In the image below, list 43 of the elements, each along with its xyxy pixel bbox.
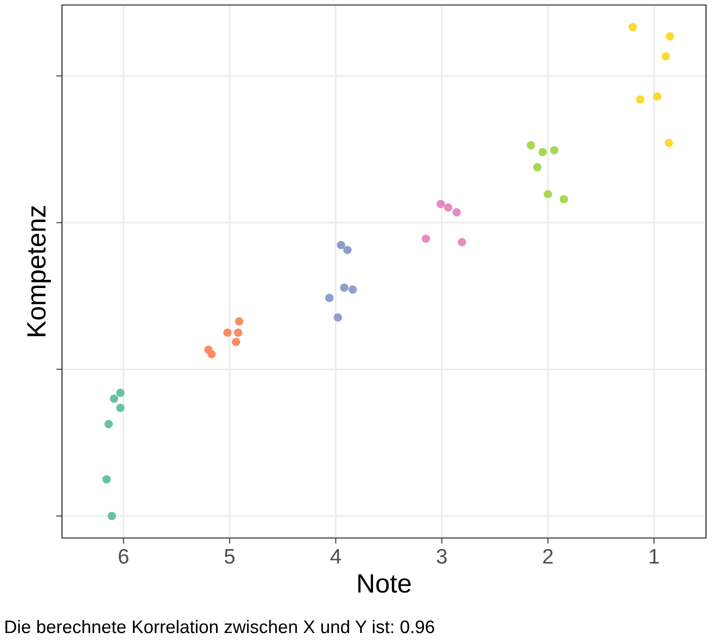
- point: [116, 404, 125, 412]
- point: [235, 317, 244, 326]
- point: [666, 32, 674, 40]
- point: [538, 148, 547, 156]
- point: [340, 283, 348, 292]
- x-tick-label: 1: [650, 549, 659, 564]
- point: [636, 95, 644, 104]
- point: [234, 328, 242, 337]
- x-tick-label: 5: [224, 549, 235, 564]
- point: [458, 238, 466, 246]
- point: [560, 194, 568, 204]
- point: [444, 203, 452, 212]
- point: [662, 52, 670, 61]
- y-axis-title: Kompetenz: [27, 206, 51, 336]
- point: [232, 338, 240, 346]
- point: [544, 190, 552, 198]
- point: [533, 163, 542, 172]
- point: [628, 22, 637, 32]
- point: [436, 200, 445, 208]
- point: [348, 285, 357, 294]
- point: [422, 234, 430, 243]
- point: [343, 246, 352, 254]
- x-tick-label: 4: [330, 549, 341, 564]
- point: [334, 313, 342, 322]
- point: [116, 388, 125, 397]
- point: [104, 420, 113, 428]
- point: [110, 394, 118, 403]
- x-tick-label: 2: [543, 548, 553, 564]
- text: Die berechnete Korrelation zwischen X und Y ist: 0.96: [5, 620, 434, 634]
- point: [664, 138, 674, 148]
- point: [102, 475, 111, 484]
- x-tick-label: 3: [436, 548, 447, 564]
- point: [336, 240, 346, 250]
- x-tick-label: 6: [118, 548, 128, 564]
- point: [526, 141, 536, 150]
- point: [207, 350, 216, 358]
- point: [653, 92, 662, 101]
- point: [325, 294, 334, 302]
- point: [550, 146, 558, 154]
- point: [223, 328, 232, 337]
- point: [108, 512, 116, 520]
- point: [452, 208, 461, 216]
- x-axis-title: Note: [358, 574, 411, 593]
